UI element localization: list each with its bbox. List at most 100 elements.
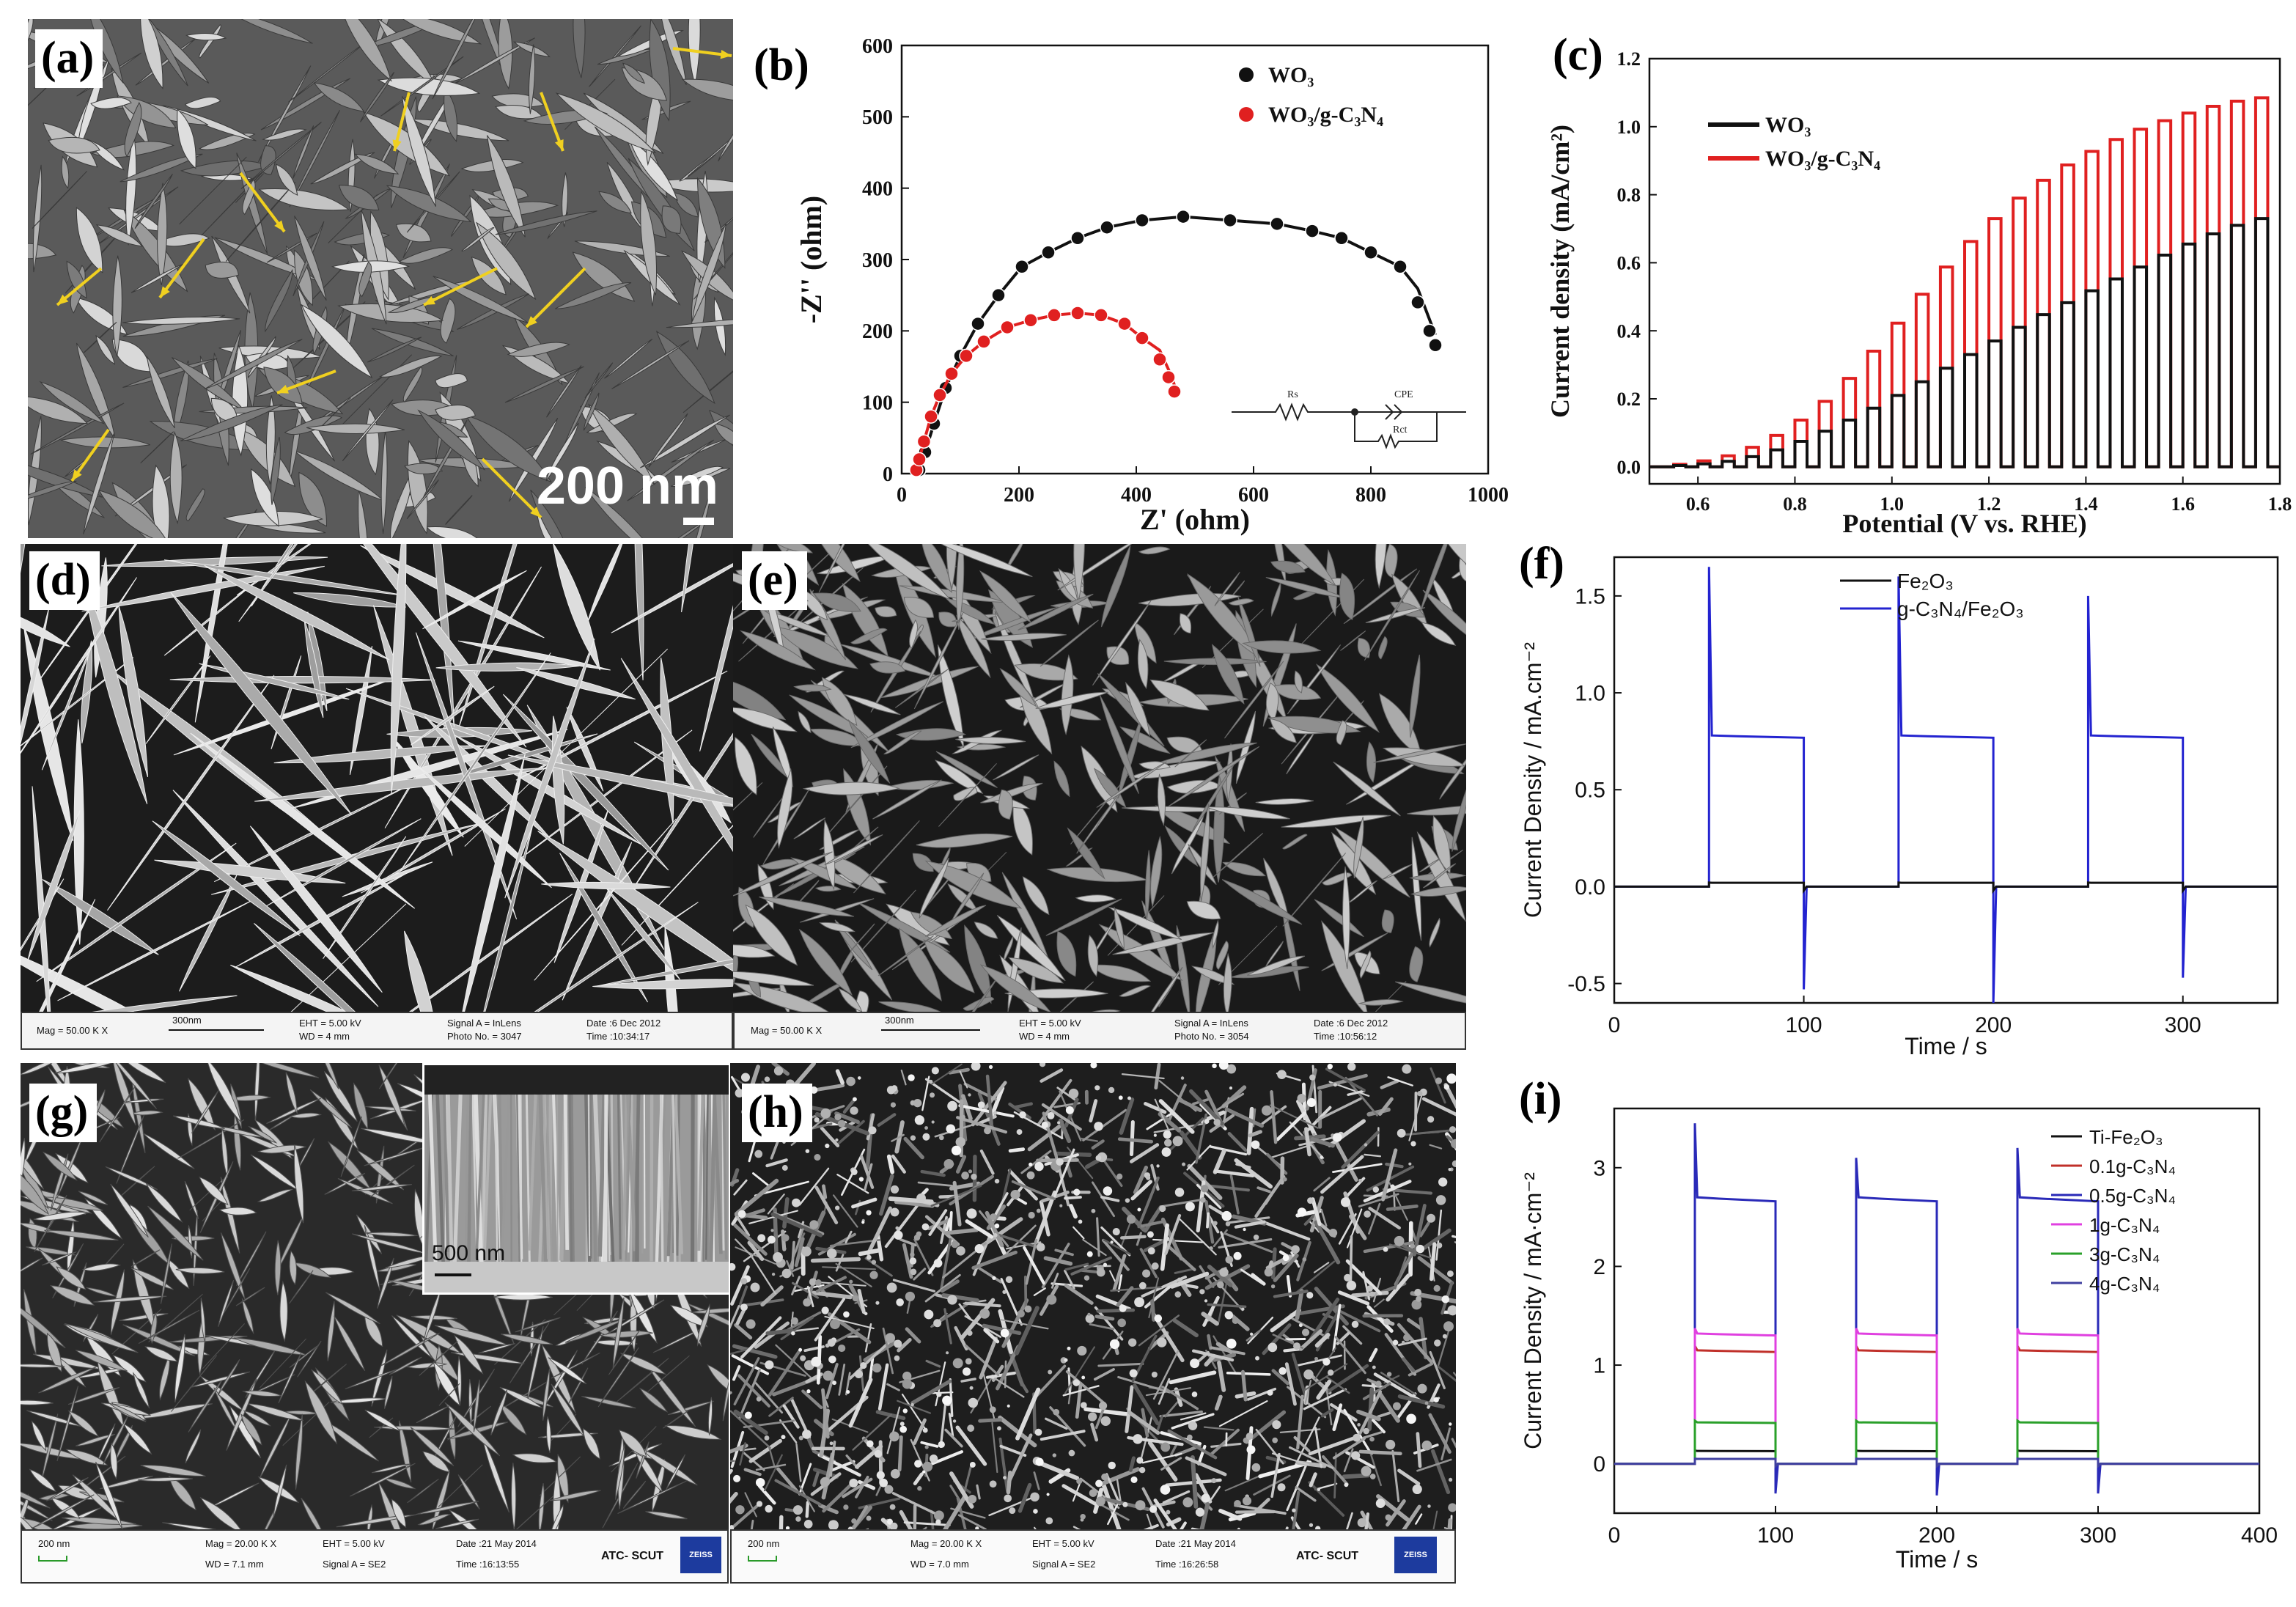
sem-particle (735, 1505, 745, 1515)
time-text: Time :16:26:58 (1155, 1559, 1219, 1570)
sem-rod (1304, 1379, 1312, 1404)
sem-flake (1282, 853, 1347, 927)
sem-flake (1149, 679, 1210, 711)
sem-flake (1271, 684, 1322, 700)
sem-rod (976, 1484, 981, 1500)
sem-flake (432, 1469, 450, 1529)
sem-rod (1154, 1063, 1161, 1090)
sem-rod (1248, 1130, 1262, 1138)
sem-flake (419, 1340, 458, 1376)
data-point (1364, 245, 1378, 260)
sem-rod (1210, 1346, 1245, 1356)
sem-flake (853, 820, 920, 894)
sem-rod (913, 1472, 924, 1485)
sem-particle (770, 1229, 774, 1232)
sem-particle (1166, 1509, 1171, 1515)
sem-flake (733, 681, 787, 721)
sem-rod (1386, 1204, 1419, 1211)
sem-particle (1108, 1086, 1115, 1094)
sem-rod (754, 1382, 784, 1414)
sem-rod (1270, 1308, 1302, 1333)
legend-label: 4g-C₃N₄ (2089, 1273, 2160, 1295)
sem-particle (828, 1356, 836, 1364)
sem-rod (1273, 1290, 1309, 1298)
bar-line (169, 1029, 264, 1031)
sem-particle (801, 1246, 812, 1257)
sem-flake (366, 1232, 418, 1237)
sem-flake (661, 205, 682, 234)
sem-rod (1310, 1136, 1335, 1148)
sem-particle (771, 1272, 776, 1276)
sem-particle (1302, 1257, 1307, 1262)
sem-flake (202, 1323, 246, 1369)
sem-flake (218, 1280, 235, 1327)
y-tick-label: 3 (1593, 1156, 1605, 1180)
sem-rod (1089, 1323, 1115, 1331)
sem-flake (99, 1475, 153, 1490)
sem-rod (1053, 1148, 1075, 1198)
y-tick-label: 0.4 (1617, 320, 1641, 342)
sem-particle (1191, 1391, 1198, 1397)
sem-flake (645, 1511, 688, 1520)
data-point (932, 388, 947, 402)
sem-particle (910, 1135, 916, 1141)
sem-rod (1064, 1262, 1089, 1271)
sem-rod (1213, 1169, 1255, 1177)
sem-flake (1378, 636, 1388, 660)
sem-particle (802, 1430, 812, 1439)
sem-rod (1201, 1312, 1219, 1326)
sem-particle (1333, 1133, 1342, 1142)
sem-particle (1309, 1523, 1314, 1527)
sem-rod (924, 1215, 960, 1246)
sem-flake (548, 1357, 587, 1385)
sem-flake (254, 767, 553, 802)
sem-flake (1333, 761, 1401, 817)
sem-rod (1204, 1353, 1216, 1367)
sem-rod (1315, 1097, 1362, 1122)
sem-rod (1314, 1220, 1341, 1265)
sem-flake (390, 544, 407, 794)
data-point (1015, 259, 1029, 274)
sem-flake (440, 298, 456, 344)
sem-flake (847, 718, 891, 784)
sem-particle (924, 1126, 928, 1130)
sem-rod (1178, 1098, 1203, 1112)
sem-particle (902, 1378, 913, 1389)
y-tick-label: 0.8 (1617, 185, 1641, 206)
sem-particle (1095, 1496, 1105, 1507)
eht-text: EHT = 5.00 kV (299, 1018, 361, 1029)
sem-rod (733, 1179, 748, 1196)
sem-particle (933, 1319, 942, 1328)
sem-flake (1099, 694, 1139, 794)
sem-particle (1036, 1243, 1045, 1251)
sem-particle (1306, 1292, 1314, 1299)
sem-flake (482, 1436, 510, 1513)
sem-flake (260, 145, 276, 175)
sem-particle (1095, 1155, 1102, 1161)
sem-particle (1188, 1421, 1198, 1430)
sem-rod (1164, 1213, 1182, 1255)
sem-particle (1076, 1478, 1083, 1485)
sem-particle (850, 1106, 858, 1115)
sem-particle (861, 1221, 865, 1224)
sem-rod (805, 1501, 810, 1518)
circuit-cpe (1385, 404, 1403, 420)
sem-flake (471, 256, 507, 295)
sem-rod (1100, 1196, 1120, 1202)
sem-particle (852, 1097, 857, 1102)
sem-particle (1064, 1358, 1068, 1362)
sem-particle (811, 1356, 822, 1367)
legend-label: 0.1g-C₃N₄ (2089, 1155, 2176, 1177)
sem-particle (1369, 1436, 1375, 1442)
sem-rod (864, 1163, 873, 1191)
sem-rod (735, 1213, 751, 1237)
sem-particle (974, 1244, 985, 1254)
sem-flake (81, 1263, 122, 1271)
sem-flake (1340, 630, 1366, 651)
sem-rod (1317, 1073, 1368, 1090)
sem-rod (1216, 1092, 1245, 1111)
sem-particle (767, 1235, 776, 1244)
sem-particle (1408, 1162, 1412, 1166)
sem-particle (1383, 1246, 1388, 1252)
yellow-arrow (239, 172, 286, 233)
